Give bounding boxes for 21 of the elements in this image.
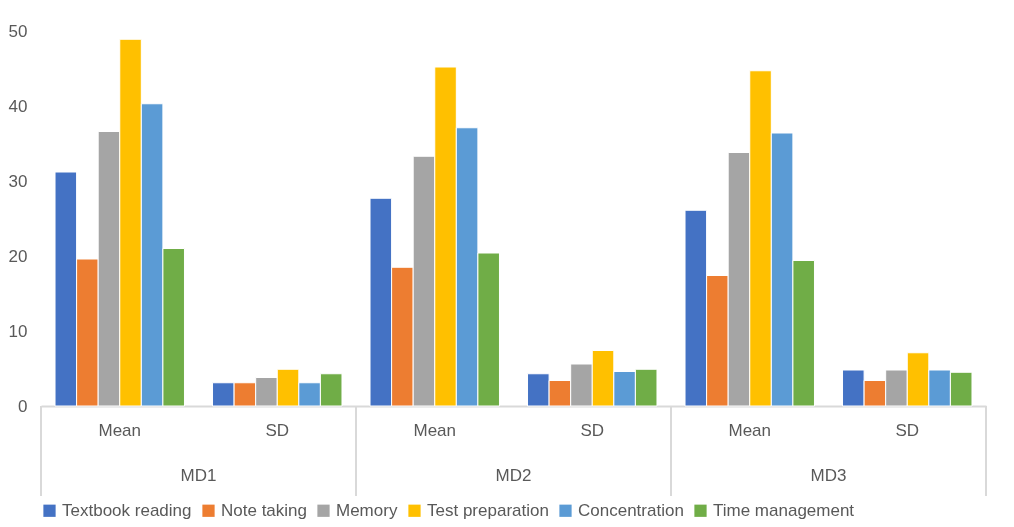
x-tick-label: Mean [98, 420, 142, 440]
legend-label: Memory [336, 500, 398, 520]
text: MD2 [495, 466, 532, 485]
text: MD1 [180, 466, 217, 485]
x-tick-label: SD [265, 420, 290, 440]
text: MD3 [810, 466, 847, 485]
y-tick-label: 30 [8, 171, 28, 191]
y-tick-label: 50 [8, 21, 28, 41]
x-tick-label: Mean [728, 420, 772, 440]
legend-label: Note taking [221, 500, 307, 520]
x-tick-label: Mean [413, 420, 457, 440]
legend-label: Concentration [578, 500, 684, 520]
legend-label: Test preparation [427, 500, 549, 520]
legend-label: Time management [713, 500, 855, 520]
y-tick-label: 10 [8, 321, 28, 341]
y-tick-label: 40 [8, 96, 28, 116]
x-tick-label: SD [580, 420, 605, 440]
x-tick-label: SD [895, 420, 920, 440]
y-tick-label: 20 [8, 246, 28, 266]
y-tick-label: 0 [18, 396, 28, 416]
legend-label: Textbook reading [62, 500, 192, 520]
